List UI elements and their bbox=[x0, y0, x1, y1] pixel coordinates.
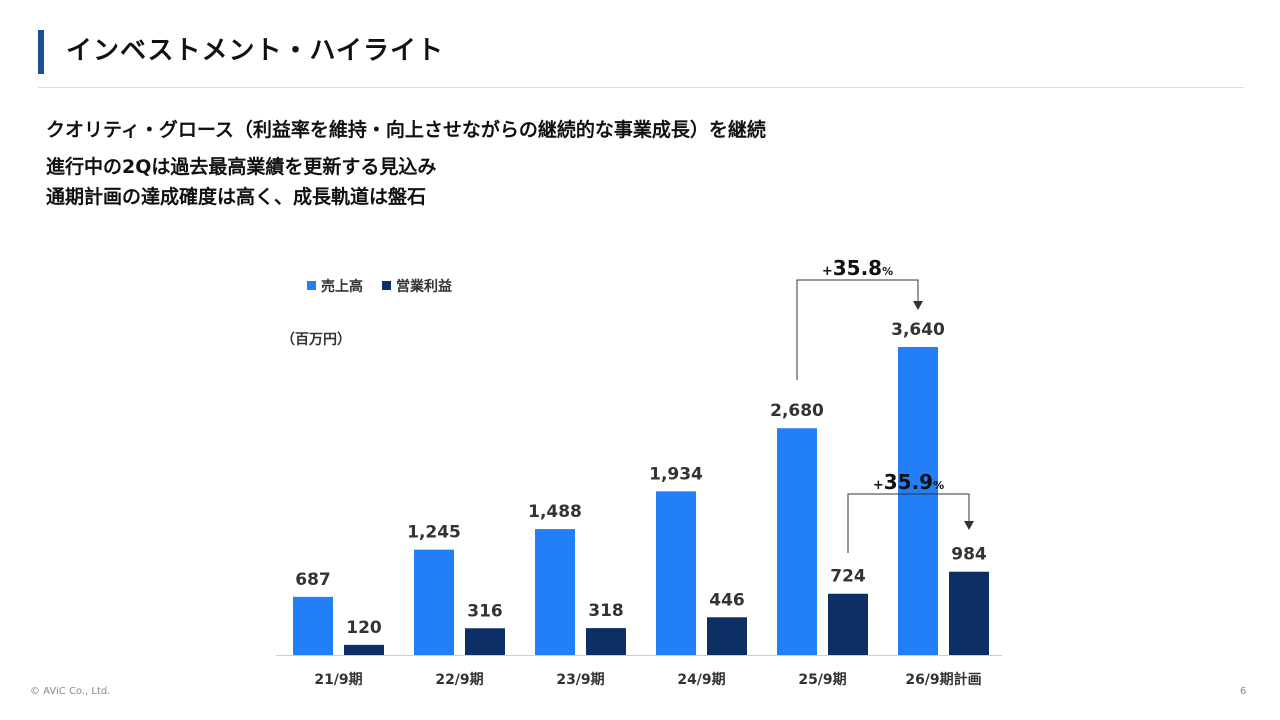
point-2: 通期計画の達成確度は高く、成長軌道は盤石 bbox=[46, 186, 427, 208]
data-label-profit-3: 446 bbox=[709, 590, 745, 610]
bar-sales-0 bbox=[293, 596, 333, 655]
x-tick-label-1: 22/9期 bbox=[435, 672, 483, 688]
bar-profit-4 bbox=[828, 593, 868, 655]
data-label-profit-5: 984 bbox=[951, 545, 987, 565]
title-accent-bar bbox=[38, 30, 44, 74]
growth-label-0: +35.8% bbox=[822, 256, 893, 280]
data-label-profit-4: 724 bbox=[830, 567, 866, 587]
growth-bracket-0 bbox=[796, 279, 919, 380]
legend-label-1: 営業利益 bbox=[396, 278, 452, 295]
data-label-sales-1: 1,245 bbox=[407, 523, 461, 543]
bar-sales-4 bbox=[777, 428, 817, 655]
legend-swatch-1 bbox=[382, 281, 391, 290]
bar-profit-0 bbox=[344, 644, 384, 655]
x-tick-label-4: 25/9期 bbox=[798, 672, 846, 688]
x-tick-label-5: 26/9期計画 bbox=[905, 671, 981, 688]
bar-profit-1 bbox=[465, 628, 505, 655]
growth-label-1: +35.9% bbox=[873, 470, 944, 494]
page-title: インベストメント・ハイライト bbox=[66, 36, 445, 66]
point-1: 進行中の2Qは過去最高業績を更新する見込み bbox=[46, 156, 437, 178]
data-label-profit-1: 316 bbox=[467, 601, 503, 621]
bar-profit-3 bbox=[707, 617, 747, 655]
growth-arrow-0 bbox=[913, 301, 923, 310]
data-label-sales-3: 1,934 bbox=[649, 464, 703, 484]
x-tick-label-2: 23/9期 bbox=[556, 672, 604, 688]
bar-sales-3 bbox=[656, 491, 696, 655]
unit-label: （百万円） bbox=[281, 332, 351, 348]
data-label-sales-2: 1,488 bbox=[528, 502, 582, 522]
page-number: 6 bbox=[1240, 686, 1247, 697]
x-tick-label-3: 24/9期 bbox=[677, 672, 725, 688]
data-label-sales-0: 687 bbox=[295, 570, 331, 590]
legend-label-0: 売上高 bbox=[321, 278, 363, 295]
growth-arrow-1 bbox=[964, 521, 974, 530]
headline: クオリティ・グロース（利益率を維持・向上させながらの継続的な事業成長）を継続 bbox=[46, 119, 766, 141]
growth-bracket-1 bbox=[847, 493, 970, 553]
x-tick-label-0: 21/9期 bbox=[314, 672, 362, 688]
data-label-sales-4: 2,680 bbox=[770, 401, 824, 421]
header-divider bbox=[38, 87, 1244, 88]
bar-sales-1 bbox=[414, 549, 454, 655]
bar-sales-5 bbox=[898, 347, 938, 655]
bar-profit-2 bbox=[586, 628, 626, 655]
bar-sales-2 bbox=[535, 529, 575, 655]
bar-profit-5 bbox=[949, 571, 989, 655]
data-label-profit-2: 318 bbox=[588, 601, 624, 621]
legend-swatch-0 bbox=[307, 281, 316, 290]
data-label-sales-5: 3,640 bbox=[891, 320, 945, 340]
data-label-profit-0: 120 bbox=[346, 618, 382, 638]
copyright: © AViC Co., Ltd. bbox=[30, 686, 111, 697]
